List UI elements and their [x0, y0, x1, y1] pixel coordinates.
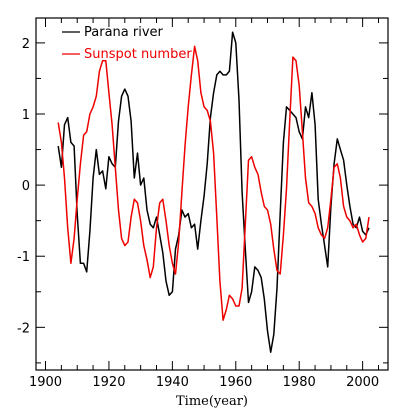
- x-tick-label: 1980: [283, 375, 316, 390]
- x-tick-label: 1940: [156, 375, 189, 390]
- legend: Parana river Sunspot number: [62, 25, 192, 62]
- series-line-1: [57, 45, 370, 321]
- x-tick-label: 1900: [29, 375, 62, 390]
- legend-label-0: Parana river: [84, 25, 164, 40]
- y-tick-label: -1: [17, 250, 30, 265]
- series-lines: [57, 31, 370, 353]
- y-tick-label: -2: [17, 321, 30, 336]
- x-tick-label: 1920: [92, 375, 125, 390]
- x-tick-label: 1960: [219, 375, 252, 390]
- y-tick-label: 1: [22, 108, 30, 123]
- y-tick-label: 0: [22, 179, 30, 194]
- x-tick-label: 2000: [346, 375, 379, 390]
- axis-ticks: [36, 18, 388, 370]
- series-line-0: [57, 31, 370, 353]
- plot-frame: [35, 17, 389, 371]
- y-tick-label: 2: [22, 37, 30, 52]
- legend-label-1: Sunspot number: [84, 47, 192, 62]
- tick-labels: 1900 1920 1940 1960 1980 2000 -2 -1 0 1 2: [17, 37, 379, 390]
- x-axis-label: Time(year): [176, 394, 248, 409]
